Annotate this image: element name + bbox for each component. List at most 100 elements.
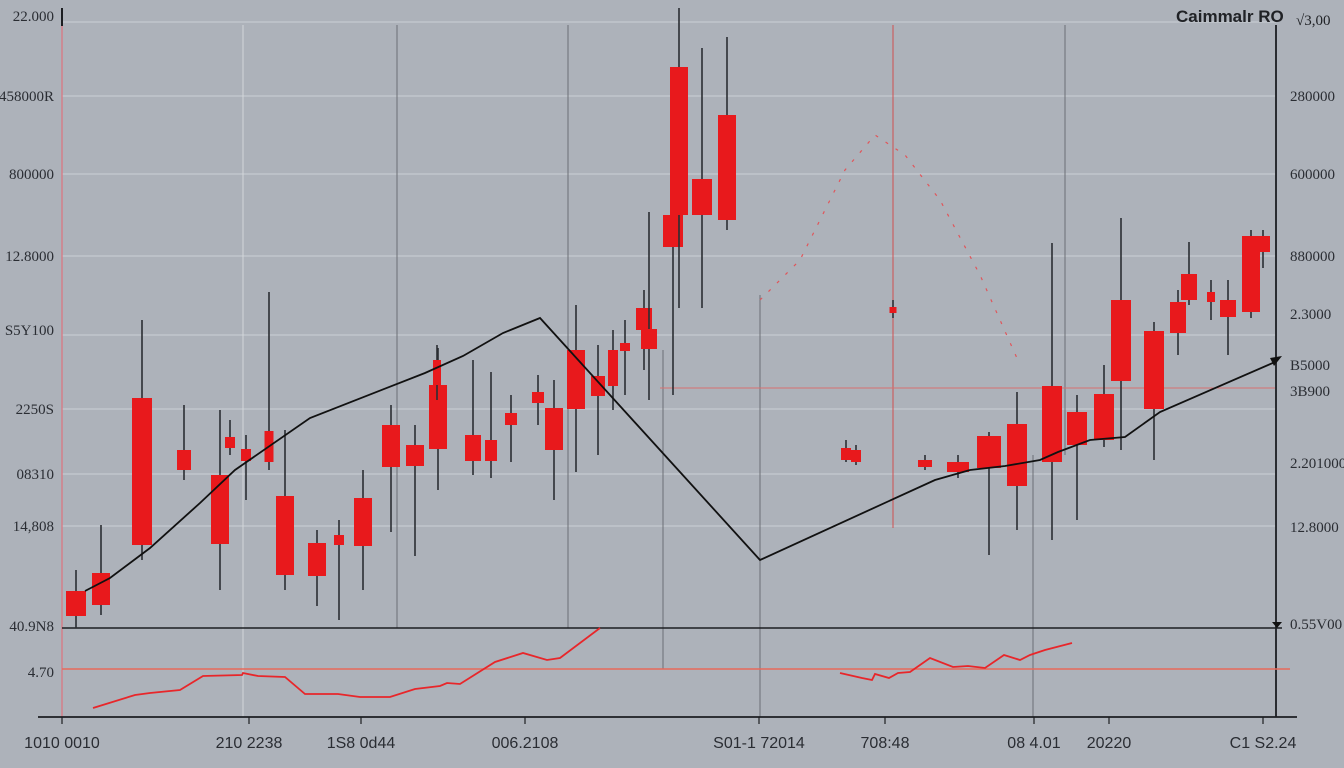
trend-line [84, 316, 1282, 628]
y-tick-label-left: 40.9N8 [9, 619, 54, 635]
y-tick-label-left: S5Y100 [5, 323, 54, 339]
candle [1242, 230, 1260, 318]
candle-body [545, 408, 563, 450]
chart-title: Caimmalr RO [1176, 7, 1284, 26]
grid-lines [62, 21, 1276, 527]
candle-body [641, 329, 657, 349]
candle-body [663, 215, 683, 247]
candle [1144, 322, 1164, 460]
candle [1207, 280, 1215, 320]
y-tick-label-left: 800000 [9, 167, 54, 183]
x-tick-label: C1 S2.24 [1230, 735, 1297, 752]
candle-body [1042, 386, 1062, 462]
candle-body [841, 448, 851, 460]
indicator-line [92, 627, 601, 709]
candle-body [241, 449, 251, 461]
candle-body [465, 435, 481, 461]
arrow-head-icon [1270, 356, 1282, 366]
candle [308, 530, 326, 606]
candle-body [1067, 412, 1087, 445]
candle [663, 185, 683, 395]
candle [841, 440, 851, 462]
candle [1111, 218, 1131, 450]
candle-body [1207, 292, 1215, 302]
candle [567, 305, 585, 472]
candle-body [1181, 274, 1197, 300]
candle [1007, 392, 1027, 530]
candle [851, 445, 861, 465]
y-tick-label-right: 3B900 [1290, 384, 1330, 400]
y-tick-label-right: 12.8000 [1290, 520, 1339, 536]
candle [354, 470, 372, 590]
vertical-guide-lines [61, 22, 1277, 717]
y-tick-label-left: 22.000 [13, 9, 54, 25]
candle-body [354, 498, 372, 546]
y-tick-label-left: 08310 [17, 467, 55, 483]
candle-body [211, 475, 229, 544]
y-tick-label-left: 12.8000 [5, 249, 54, 265]
x-axis-labels: 1010 0010 210 2238 1S8 0d44 006.2108 S01-1 7… [24, 717, 1296, 752]
candle [591, 345, 605, 455]
candle [241, 435, 251, 500]
candle-body [177, 450, 191, 470]
x-tick-label: 1S8 0d44 [327, 735, 396, 752]
candle-body [718, 115, 736, 220]
arrow-marker-icon [1272, 622, 1282, 628]
horizontal-reference-lines [38, 387, 1297, 718]
candle-body [851, 450, 861, 462]
candle [382, 405, 400, 532]
candle-body [1111, 300, 1131, 381]
candle-body [977, 436, 1001, 468]
candle [334, 520, 344, 620]
dashed-projection-curve [759, 134, 1021, 366]
candle-body [1144, 331, 1164, 409]
candle [66, 570, 86, 628]
y-tick-label-left: 14,808 [13, 519, 54, 535]
candle-body [429, 385, 447, 449]
candle [276, 430, 294, 590]
candle [433, 345, 441, 400]
chart-title-suffix: √3,00 [1296, 13, 1330, 29]
y-tick-label-left: 4.70 [28, 665, 54, 681]
y-axis-left-labels: 22.000 458000R 800000 12.8000 S5Y100 2250S 083… [0, 9, 54, 681]
candle-body [591, 376, 605, 396]
x-tick-label: 210 2238 [216, 735, 283, 752]
candle [977, 432, 1001, 555]
y-tick-label-right: 2.201000 [1290, 456, 1344, 472]
y-tick-label-right: B5000 [1290, 358, 1330, 374]
candle-body [382, 425, 400, 467]
candle-body [567, 350, 585, 409]
candle-body [334, 535, 344, 545]
y-tick-label-right: 880000 [1290, 249, 1335, 265]
candle [92, 525, 110, 615]
candlestick-series [66, 8, 1270, 628]
indicator-series [92, 627, 1073, 709]
candle [1181, 242, 1197, 305]
candle-body [1170, 302, 1186, 333]
candle-body [225, 437, 235, 448]
candle-body [276, 496, 294, 575]
candle [1170, 290, 1186, 355]
y-tick-label-left: 2250S [16, 402, 54, 418]
x-tick-label: 1010 0010 [24, 735, 100, 752]
x-tick-label: 708:48 [861, 735, 910, 752]
y-tick-label-right: 0.55V00 [1290, 617, 1342, 633]
candle-body [66, 591, 86, 616]
candle-body [308, 543, 326, 576]
candle [465, 360, 481, 475]
candle-body [1007, 424, 1027, 486]
candle [670, 8, 688, 308]
candle [225, 420, 235, 455]
candle [608, 330, 618, 410]
candle-body [406, 445, 424, 466]
candle [406, 425, 424, 556]
candle-body [132, 398, 152, 545]
candle-body [670, 67, 688, 215]
candle [889, 300, 897, 318]
candle [211, 410, 229, 590]
x-tick-label: S01-1 72014 [713, 735, 805, 752]
candle [918, 455, 932, 470]
candle [1094, 365, 1114, 447]
